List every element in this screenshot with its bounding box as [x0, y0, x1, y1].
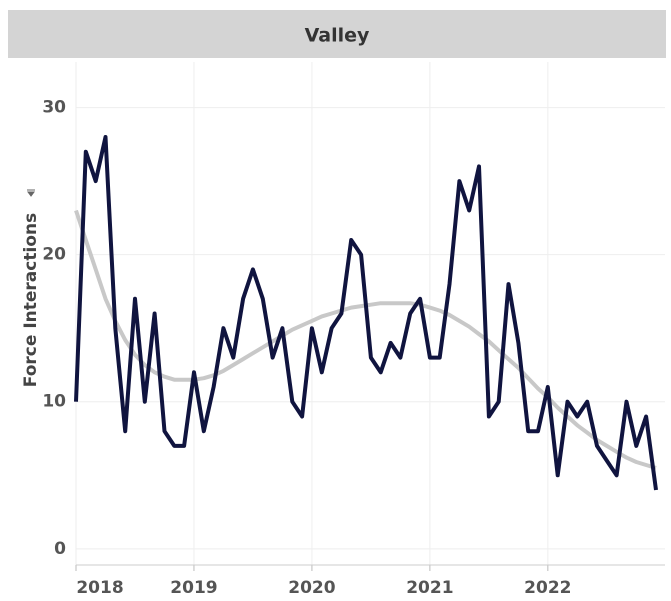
y-tick-label: 30 [42, 98, 66, 118]
x-tick-label: 2019 [170, 578, 217, 598]
chart-title: Valley [305, 25, 370, 47]
plot [74, 135, 658, 491]
y-axis-label: Force Interactions [21, 213, 41, 387]
pin-icon [27, 189, 35, 197]
x-tick-label: 2022 [524, 578, 571, 598]
x-tick-label: 2018 [76, 578, 123, 598]
x-tick-label: 2020 [288, 578, 335, 598]
y-tick-label: 20 [42, 245, 66, 265]
y-tick-label: 10 [42, 392, 66, 412]
header-bar [8, 10, 666, 58]
data-line [74, 135, 658, 491]
x-tick-label: 2021 [406, 578, 453, 598]
grid [75, 62, 665, 565]
y-tick-label: 0 [54, 539, 66, 559]
